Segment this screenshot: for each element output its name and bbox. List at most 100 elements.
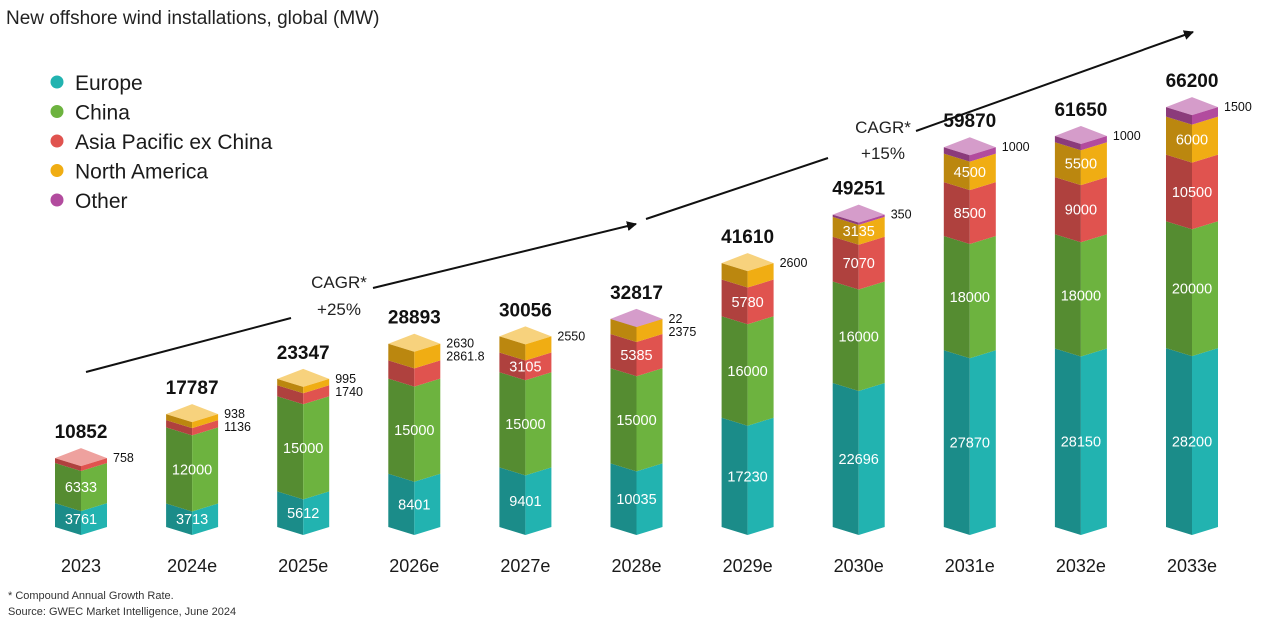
category-label: 2029e	[723, 556, 773, 576]
footnote-cagr: * Compound Annual Growth Rate.	[8, 590, 174, 602]
bar-segment-north-america-left	[388, 343, 415, 369]
bar-segment-asia-pacific-ex-china-left	[1054, 177, 1081, 243]
segment-value-label: 18000	[1061, 288, 1101, 304]
bar-segment-north-america-right	[303, 378, 330, 394]
segment-value-label: 15000	[616, 413, 656, 429]
bar-segment-other-right	[1192, 107, 1218, 125]
segment-side-label: 995	[335, 372, 356, 386]
bar-top-cap	[499, 326, 552, 345]
bar-segment-europe-right	[414, 473, 441, 535]
segment-side-label: 1000	[1113, 129, 1141, 143]
bar-segment-other-left	[1166, 107, 1192, 125]
segment-value-label: 16000	[727, 364, 767, 380]
segment-value-label: 3713	[176, 512, 208, 528]
bar-segment-north-america-right	[525, 336, 552, 361]
bar-segment-asia-pacific-ex-china-left	[388, 360, 415, 387]
bar-segment-europe-right	[525, 467, 552, 535]
bar-segment-china-left	[721, 316, 748, 426]
legend-dot-europe	[50, 75, 64, 89]
bar-segment-north-america-left	[277, 378, 304, 394]
category-label: 2023	[61, 556, 101, 576]
bar-segment-europe-left	[832, 383, 859, 535]
segment-value-label: 6000	[1176, 133, 1208, 149]
bar-segment-europe-left	[499, 467, 526, 535]
segment-value-label: 5500	[1065, 157, 1097, 173]
bar-top-cap	[166, 404, 219, 423]
bar-segment-north-america-left	[943, 153, 970, 191]
segment-value-label: 8500	[954, 206, 986, 222]
bar-segment-china-right	[636, 368, 663, 472]
bar-top-cap	[388, 333, 441, 352]
bar-segment-china-right	[1192, 221, 1218, 357]
bar-segment-north-america-right	[192, 414, 219, 429]
bar-segment-europe-left	[721, 417, 748, 535]
bar-segment-north-america-right	[1080, 142, 1107, 186]
bar-segment-china-right	[969, 236, 996, 359]
segment-value-label: 3105	[509, 359, 541, 375]
bar-segment-north-america-right	[858, 216, 885, 245]
bar-segment-north-america-left	[832, 216, 859, 245]
bar-2027e: 9401 15000 3105 2550 30056 2027e	[499, 300, 585, 576]
bar-segment-china-right	[192, 427, 219, 512]
legend-label-other: Other	[75, 190, 128, 213]
bar-segment-asia-pacific-ex-china-left	[832, 236, 859, 290]
bar-segment-north-america-left	[166, 414, 193, 429]
bar-top-cap	[832, 204, 885, 223]
segment-side-label: 1740	[335, 385, 363, 399]
segment-value-label: 8401	[398, 497, 430, 513]
bar-segment-china-right	[303, 396, 330, 500]
bar-segment-china-right	[747, 316, 774, 426]
bar-top-cap	[1166, 97, 1218, 116]
bar-segment-europe-right	[747, 417, 774, 535]
bar-total-label: 49251	[832, 179, 885, 200]
bar-segment-asia-pacific-ex-china-left	[499, 352, 526, 381]
cagr-annotations: CAGR* +25% CAGR* +15%	[85, 30, 1194, 373]
bar-2032e: 28150 18000 9000 5500 1000 61650 2032e	[1054, 100, 1140, 576]
bar-segment-china-left	[277, 396, 304, 500]
segment-value-label: 17230	[727, 469, 767, 485]
bar-segment-china-right	[81, 462, 107, 512]
bar-segment-europe-right	[969, 350, 996, 535]
bar-segment-europe-right	[303, 491, 330, 535]
segment-value-label: 15000	[505, 417, 545, 433]
bar-total-label: 30056	[499, 300, 552, 321]
legend-dot-north-america	[50, 164, 64, 177]
segment-value-label: 9000	[1065, 203, 1097, 219]
segment-side-label: 1000	[1002, 140, 1030, 154]
bar-total-label: 61650	[1054, 100, 1107, 121]
segment-side-label: 2600	[780, 256, 808, 270]
segment-side-label: 2550	[557, 329, 585, 343]
cagr-arrow	[915, 30, 1194, 132]
segment-value-label: 5612	[287, 506, 319, 522]
bar-top-cap	[55, 448, 107, 467]
bar-2030e: 22696 16000 7070 3135 350 49251 2030e	[832, 179, 911, 576]
bar-2023: 3761 6333 758 10852 2023	[55, 422, 134, 576]
bar-top-cap	[277, 368, 330, 387]
bar-segment-china-right	[1080, 234, 1107, 357]
bar-segment-china-left	[832, 281, 859, 392]
bar-segment-china-right	[525, 372, 552, 476]
segment-value-label: 28150	[1061, 435, 1101, 451]
bar-segment-asia-pacific-ex-china-right	[81, 458, 107, 471]
bar-segment-europe-right	[1080, 348, 1107, 535]
bar-segment-europe-left	[388, 473, 415, 535]
bar-segment-europe-left	[55, 503, 81, 535]
bar-segment-europe-left	[1054, 348, 1081, 535]
bar-segment-north-america-left	[1054, 142, 1081, 186]
bar-top-cap	[721, 253, 774, 272]
bar-segment-china-left	[499, 372, 526, 476]
segment-side-label: 1136	[224, 420, 251, 434]
bar-segment-china-left	[166, 427, 193, 512]
segment-side-label: 2630	[446, 337, 474, 351]
segment-value-label: 9401	[509, 494, 541, 510]
bar-segment-north-america-right	[636, 318, 663, 343]
bar-segment-asia-pacific-ex-china-right	[858, 236, 885, 290]
chart-title: New offshore wind installations, global …	[6, 8, 379, 29]
category-label: 2031e	[945, 556, 995, 576]
bar-segment-north-america-left	[1166, 116, 1192, 163]
